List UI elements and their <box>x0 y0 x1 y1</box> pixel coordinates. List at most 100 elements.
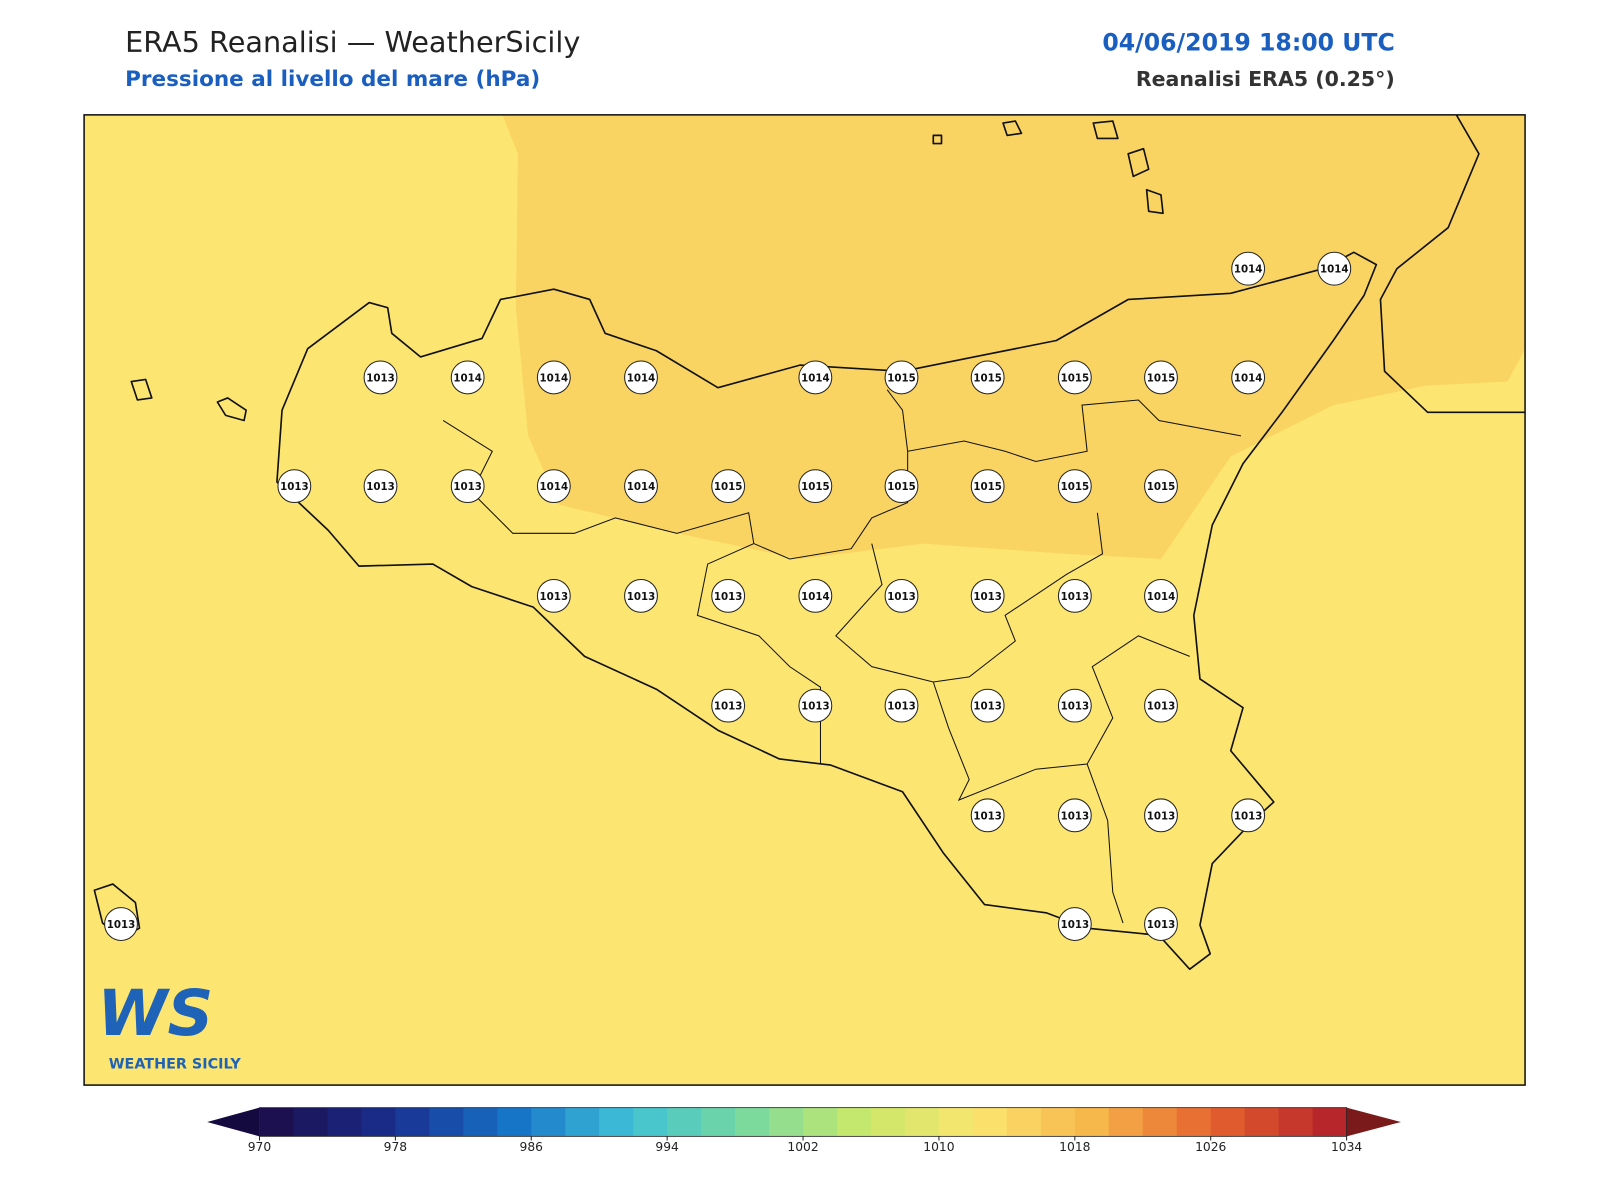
colorbar-box <box>327 1107 362 1137</box>
station-label: 1015 <box>973 372 1002 384</box>
station-marker <box>798 688 833 723</box>
station-marker <box>1144 798 1178 833</box>
colorbar-tick-label: 970 <box>248 1140 271 1154</box>
colorbar-box <box>904 1107 940 1137</box>
station-label: 1014 <box>627 372 656 384</box>
station-marker <box>970 578 1005 613</box>
station-marker <box>1057 688 1092 723</box>
station-label: 1015 <box>887 481 916 493</box>
station-label: 1014 <box>1234 264 1263 276</box>
station-label: 1015 <box>1147 372 1176 384</box>
station-label: 1013 <box>280 481 309 493</box>
colorbar-box <box>599 1107 634 1137</box>
station-marker <box>1144 360 1178 395</box>
station-marker <box>1057 907 1092 941</box>
colorbar-tick-label: 986 <box>520 1140 544 1154</box>
station-label: 1013 <box>887 701 916 713</box>
title: ERA5 Reanalisi — WeatherSicily <box>125 25 580 59</box>
station-marker <box>970 360 1005 395</box>
station-marker <box>1144 688 1178 723</box>
colorbar-box <box>565 1107 600 1137</box>
subtitle: Pressione al livello del mare (hPa) <box>125 67 540 92</box>
colorbar-box <box>1244 1107 1280 1137</box>
station-marker <box>277 469 312 504</box>
colorbar-box <box>1006 1107 1042 1137</box>
station-marker <box>711 578 746 613</box>
colorbar-box <box>1176 1107 1212 1137</box>
source: Reanalisi ERA5 (0.25°) <box>1136 67 1395 91</box>
station-label: 1014 <box>540 372 569 384</box>
coastline-calabria <box>1379 114 1526 414</box>
colorbar-box <box>497 1107 532 1137</box>
datetime: 04/06/2019 18:00 UTC <box>1102 29 1394 57</box>
station-marker <box>1317 251 1352 286</box>
station-marker <box>1144 907 1178 941</box>
colorbar-box <box>1040 1107 1076 1137</box>
colorbar-extend-low <box>207 1107 260 1137</box>
station-marker <box>1057 578 1092 613</box>
station-marker <box>624 469 658 504</box>
station-marker <box>536 469 571 504</box>
station-marker <box>1144 578 1178 613</box>
colorbar-box <box>293 1107 328 1137</box>
station-label: 1013 <box>453 481 482 493</box>
colorbar-box <box>769 1107 804 1137</box>
station-label: 1013 <box>1061 591 1090 603</box>
station-label: 1015 <box>973 481 1002 493</box>
station-marker <box>104 907 138 941</box>
station-label: 1013 <box>973 701 1002 713</box>
station-label: 1013 <box>107 919 136 931</box>
island <box>93 120 1164 940</box>
station-marker <box>711 688 746 723</box>
station-label: 1013 <box>1147 810 1176 822</box>
station-label: 1015 <box>887 372 916 384</box>
station-marker <box>798 469 833 504</box>
station-label: 1014 <box>1147 591 1176 603</box>
station-marker <box>798 360 833 395</box>
station-label: 1013 <box>627 591 656 603</box>
station-marker <box>1057 798 1092 833</box>
colorbar-box <box>1278 1107 1314 1137</box>
province-border <box>442 389 1242 924</box>
station-label: 1014 <box>801 372 830 384</box>
station-marker <box>536 578 571 613</box>
station-marker <box>970 798 1005 833</box>
colorbar-box <box>803 1107 838 1137</box>
station-label: 1013 <box>1234 810 1263 822</box>
station-label: 1014 <box>453 372 482 384</box>
station-label: 1013 <box>540 591 569 603</box>
station-label: 1013 <box>1061 919 1090 931</box>
station-marker <box>970 688 1005 723</box>
station-label: 1015 <box>1147 481 1176 493</box>
colorbar-box <box>361 1107 396 1137</box>
station-label: 1015 <box>1061 481 1090 493</box>
colorbar-box <box>870 1107 906 1137</box>
colorbar-tick-label: 1018 <box>1059 1140 1090 1154</box>
colorbar-box <box>1312 1107 1348 1137</box>
colorbar-tick-label: 978 <box>384 1140 407 1154</box>
station-marker <box>450 360 485 395</box>
colorbar-extend-high <box>1346 1107 1401 1137</box>
station-marker <box>450 469 485 504</box>
station-marker <box>1144 469 1178 504</box>
colorbar-box <box>837 1107 872 1137</box>
station-label: 1015 <box>714 481 743 493</box>
station-marker <box>884 469 919 504</box>
station-marker <box>711 469 746 504</box>
station-label: 1014 <box>627 481 656 493</box>
colorbar-box <box>701 1107 736 1137</box>
station-label: 1015 <box>1061 372 1090 384</box>
station-marker <box>1231 251 1266 286</box>
station-marker <box>798 578 833 613</box>
colorbar-tick-label: 1026 <box>1195 1140 1226 1154</box>
station-label: 1015 <box>801 481 830 493</box>
colorbar-tick-label: 1010 <box>923 1140 954 1154</box>
colorbar-tick-label: 1002 <box>787 1140 818 1154</box>
logo-name: WEATHER SICILY <box>109 1057 242 1073</box>
station-marker <box>884 688 919 723</box>
colorbar-box <box>735 1107 770 1137</box>
station-label: 1013 <box>1147 919 1176 931</box>
station-marker <box>884 360 919 395</box>
logo-mark: WS <box>97 976 213 1050</box>
